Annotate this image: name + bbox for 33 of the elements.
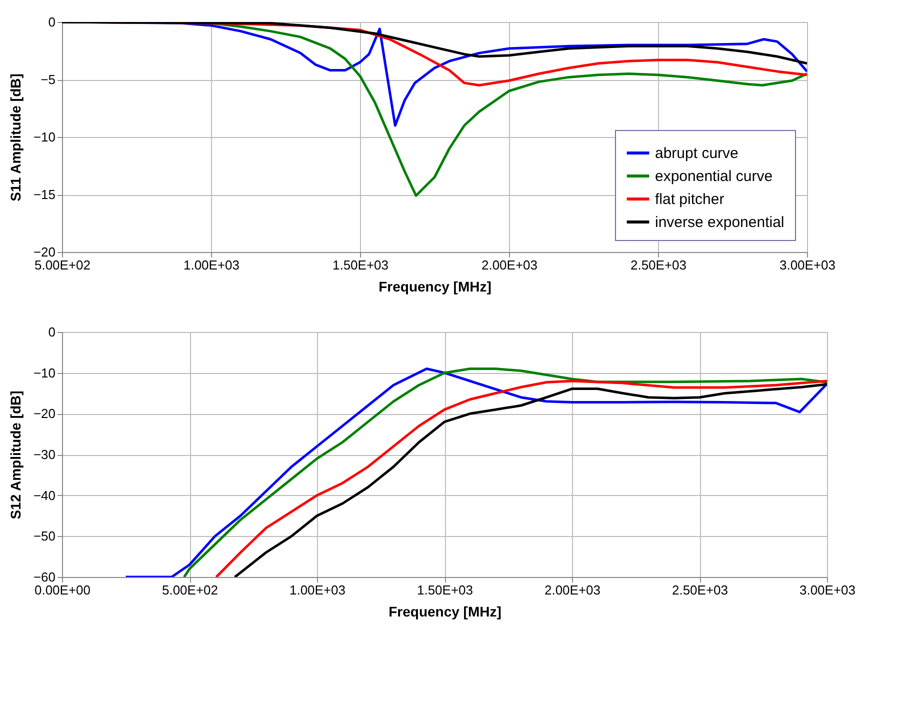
y-tick-label: 0 [48, 324, 56, 340]
y-tick-label: −5 [40, 72, 56, 87]
x-tick-label: 2.00E+03 [544, 582, 601, 598]
x-tick-label: 5.00E+02 [34, 258, 91, 272]
y-tick-label: −40 [33, 488, 56, 503]
y-tick-label: 0 [48, 14, 56, 30]
x-tick-label: 1.50E+03 [416, 582, 474, 598]
y-tick-label: −50 [33, 528, 56, 544]
x-tick-label: 5.00E+02 [162, 582, 218, 598]
x-tick-label: 1.00E+03 [289, 582, 346, 598]
x-axis-title: Frequency [MHz] [378, 278, 492, 294]
x-tick-label: 3.00E+03 [799, 582, 856, 598]
x-tick-label: 2.00E+03 [481, 258, 538, 272]
y-tick-label: −60 [33, 570, 56, 584]
y-tick-label: −20 [33, 244, 56, 260]
y-tick-label: −10 [33, 130, 56, 144]
legend-label: inverse exponential [655, 214, 784, 231]
x-axis-title: Frequency [MHz] [388, 604, 502, 620]
x-tick-label: 2.50E+03 [630, 258, 687, 272]
y-tick-label: −15 [33, 187, 56, 202]
legend-label: abrupt curve [655, 145, 738, 162]
y-axis-title: S12 Amplitude [dB] [7, 390, 24, 520]
legend-label: exponential curve [655, 168, 773, 185]
y-tick-label: −30 [33, 447, 56, 462]
legend-label: flat pitcher [655, 191, 724, 208]
y-tick-label: −20 [33, 406, 56, 422]
x-tick-label: 3.00E+03 [779, 258, 836, 272]
y-axis-title: S11 Amplitude [dB] [7, 74, 24, 202]
x-tick-label: 0.00E+00 [34, 582, 91, 598]
x-tick-label: 1.50E+03 [332, 258, 389, 272]
x-tick-label: 1.00E+03 [183, 258, 240, 272]
x-tick-label: 2.50E+03 [672, 582, 728, 598]
y-tick-label: −10 [33, 365, 56, 380]
